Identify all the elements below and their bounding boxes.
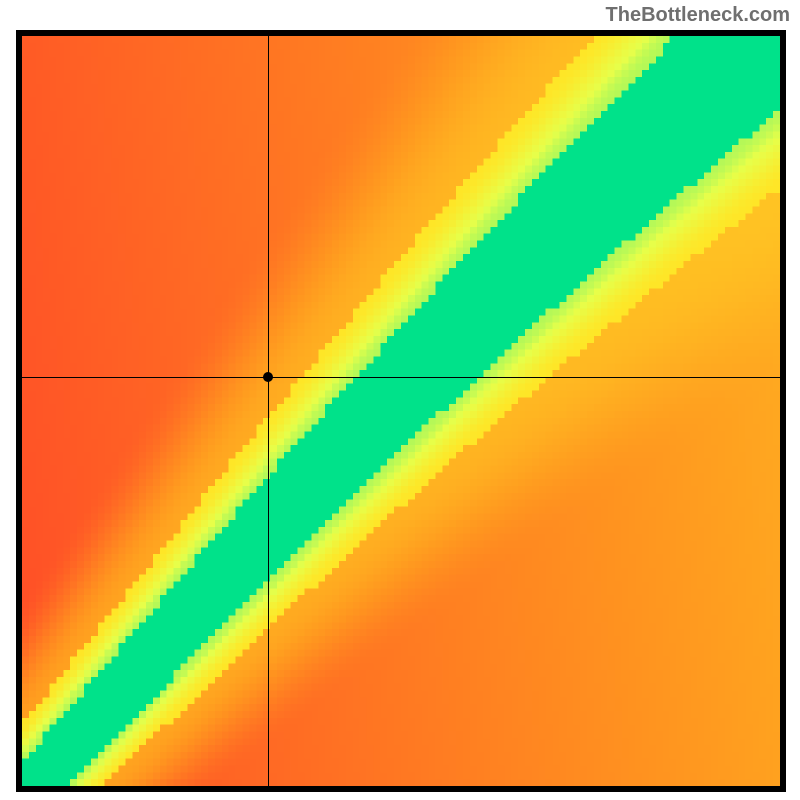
heatmap-canvas [22, 36, 780, 786]
crosshair-vertical [268, 36, 269, 786]
crosshair-marker [263, 372, 273, 382]
watermark-text: TheBottleneck.com [606, 4, 790, 27]
crosshair-horizontal [22, 377, 780, 378]
plot-area [22, 36, 780, 786]
plot-frame [16, 30, 786, 792]
